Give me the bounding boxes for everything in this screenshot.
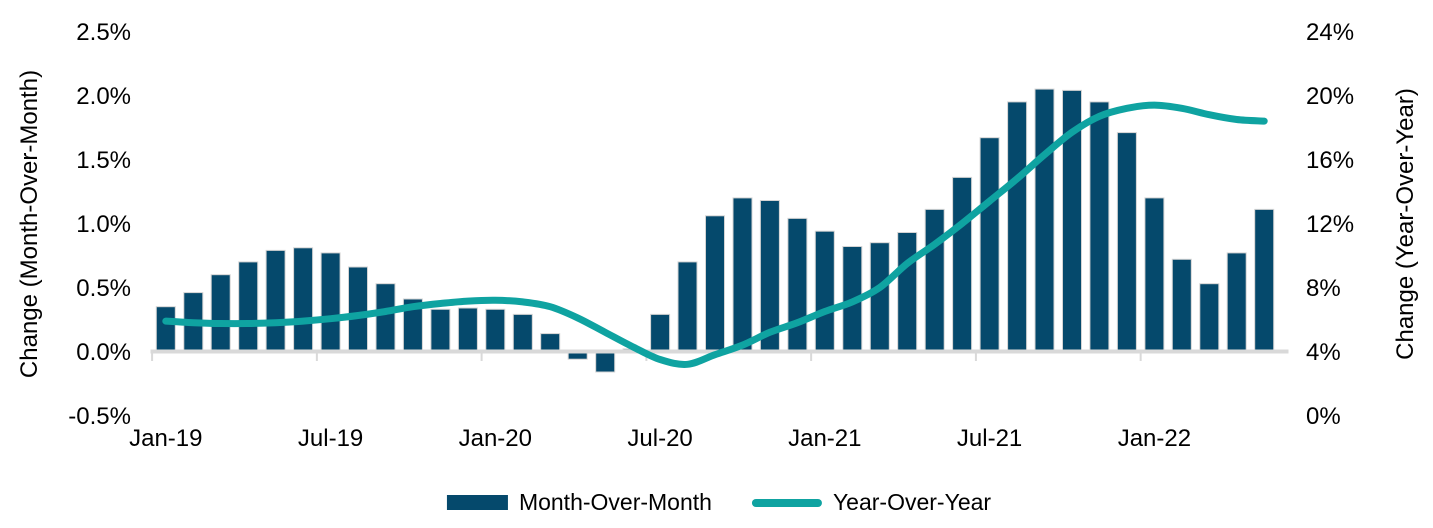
bar-dec-19 xyxy=(457,307,478,352)
left-axis-tick-label: 0.5% xyxy=(76,275,131,302)
legend-item-year-over-year: Year-Over-Year xyxy=(751,489,992,516)
bar-jan-19 xyxy=(155,306,176,353)
bar-jun-21 xyxy=(952,176,973,352)
bar-oct-20 xyxy=(732,197,753,352)
x-axis-label: Jan-22 xyxy=(1118,425,1191,452)
left-axis-tick-label: 0.0% xyxy=(76,339,131,366)
bar-series-swatch xyxy=(446,495,508,510)
left-axis-tick-label: 2.5% xyxy=(76,19,131,46)
line-series-swatch xyxy=(751,498,822,507)
bar-feb-20 xyxy=(512,313,533,352)
bar-may-19 xyxy=(265,249,286,352)
right-axis-tick-label: 20% xyxy=(1306,83,1354,110)
bar-sep-19 xyxy=(375,283,396,353)
right-axis-tick-label: 24% xyxy=(1306,19,1354,46)
bar-aug-21 xyxy=(1007,101,1028,353)
x-axis-label: Jan-19 xyxy=(129,425,202,452)
legend: Month-Over-Month Year-Over-Year xyxy=(446,489,992,516)
right-axis-title: Change (Year-Over-Year) xyxy=(1392,88,1419,360)
bar-dec-20 xyxy=(787,217,808,352)
left-axis-tick-label: 1.0% xyxy=(76,211,131,238)
bar-mar-22 xyxy=(1199,283,1220,353)
x-axis-label: Jan-20 xyxy=(459,425,532,452)
bar-may-21 xyxy=(924,208,945,352)
x-axis-label: Jul-20 xyxy=(627,425,692,452)
right-axis-tick-label: 8% xyxy=(1306,275,1341,302)
right-axis-tick-label: 0% xyxy=(1306,403,1341,430)
legend-label-yoy: Year-Over-Year xyxy=(832,489,992,515)
x-axis-label: Jul-19 xyxy=(298,425,363,452)
bar-mar-21 xyxy=(869,242,890,352)
bar-feb-22 xyxy=(1171,258,1192,352)
bar-jan-21 xyxy=(814,230,835,352)
x-axis-label: Jul-21 xyxy=(957,425,1022,452)
bar-jun-19 xyxy=(293,247,314,352)
bar-jan-20 xyxy=(485,308,506,352)
bar-sep-20 xyxy=(705,215,725,352)
bar-nov-21 xyxy=(1089,101,1110,353)
bar-aug-20 xyxy=(677,261,698,352)
legend-label-mom: Month-Over-Month xyxy=(518,489,712,515)
bar-aug-19 xyxy=(348,266,368,352)
bar-may-20 xyxy=(595,351,616,373)
x-axis-label: Jan-21 xyxy=(788,425,861,452)
right-axis-tick-label: 4% xyxy=(1306,339,1341,366)
bar-mar-20 xyxy=(540,333,561,353)
bar-sep-21 xyxy=(1034,88,1055,352)
right-axis-tick-label: 16% xyxy=(1306,147,1354,174)
bar-jul-21 xyxy=(979,137,1000,352)
bar-jul-19 xyxy=(320,252,341,352)
bar-mar-19 xyxy=(210,274,231,353)
left-axis-tick-label: 1.5% xyxy=(76,147,131,174)
right-axis-tick-label: 12% xyxy=(1306,211,1354,238)
yoy-line xyxy=(162,101,1268,368)
bar-nov-19 xyxy=(430,308,451,352)
bar-may-22 xyxy=(1254,208,1275,352)
bar-jul-20 xyxy=(650,313,671,352)
bar-apr-21 xyxy=(897,232,918,352)
left-axis-title: Change (Month-Over-Month) xyxy=(16,69,43,379)
bar-jan-22 xyxy=(1144,197,1165,352)
legend-item-month-over-month: Month-Over-Month xyxy=(446,489,712,516)
bar-apr-22 xyxy=(1226,252,1247,352)
left-axis-tick-label: 2.0% xyxy=(76,83,131,110)
bar-apr-19 xyxy=(238,261,259,352)
bar-dec-21 xyxy=(1116,132,1137,352)
left-axis-tick-label: -0.5% xyxy=(68,403,131,430)
